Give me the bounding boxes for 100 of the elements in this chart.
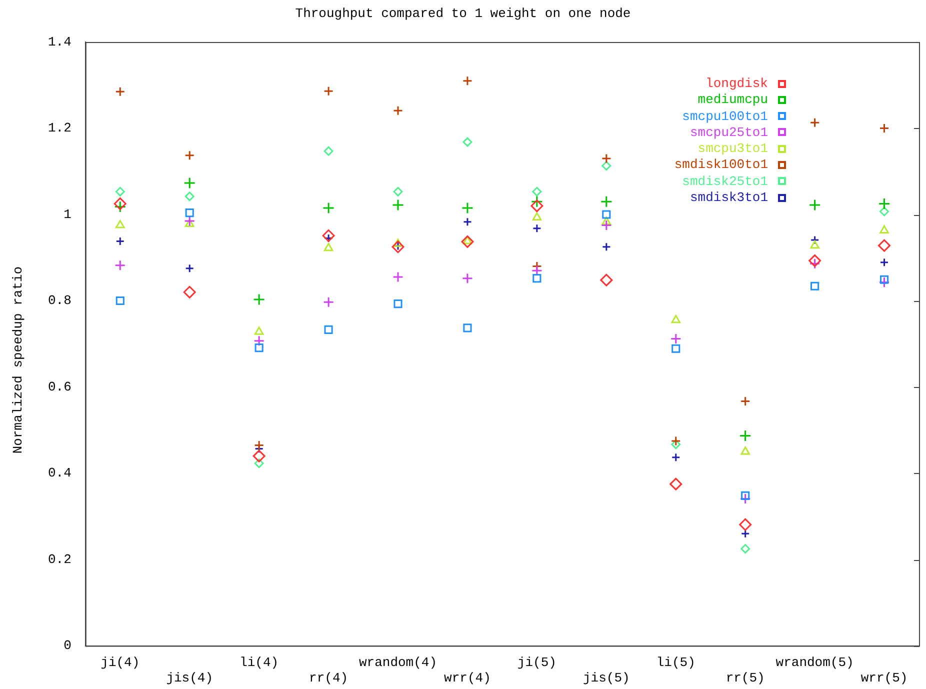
point [462,217,472,226]
legend-label: smcpu3to1 [698,141,768,156]
point [671,452,680,462]
y-axis-title: Normalized speedup ratio [10,266,26,454]
point [739,430,752,442]
point [461,202,474,214]
point [601,153,612,164]
x-tick-label: wrr(5) [860,670,908,686]
point [532,274,542,283]
point [184,218,194,228]
point [462,76,472,86]
point [392,199,404,212]
point [254,343,264,352]
x-tick-label: jis(5) [582,670,630,686]
x-tick-label: wrr(4) [444,670,491,686]
point [739,518,752,531]
point [184,177,196,190]
point [810,240,820,249]
point [463,324,472,332]
point [672,344,680,353]
y-tick-label: 0.4 [48,466,72,481]
point [530,200,544,212]
point [322,229,335,242]
x-tick-label: ji(4) [100,655,140,670]
x-tick-label: wrandom(4) [358,655,438,670]
point [878,198,890,210]
point [114,197,126,210]
point [462,137,472,147]
point [116,236,125,246]
legend-label: smdisk3to1 [690,190,768,206]
point [324,86,334,96]
point [740,396,750,406]
chart-title: Throughput compared to 1 weight on one node [294,6,632,21]
point [253,293,266,306]
legend-label: smdisk25to1 [682,174,768,189]
point [740,446,750,455]
point [185,208,194,218]
point [530,196,543,208]
point [671,440,681,450]
point [324,325,333,334]
point [184,150,195,160]
point [878,276,890,288]
point [393,106,404,116]
x-tick-label: wrandom(5) [776,655,854,670]
point [671,314,681,324]
point [602,210,611,219]
point [114,200,126,213]
point [602,161,612,171]
point [254,458,264,468]
point [670,436,681,446]
point [670,333,682,344]
point [254,326,264,335]
point [322,202,335,214]
point [600,196,612,208]
x-tick-label: jis(4) [166,670,214,686]
point [600,220,612,231]
point [392,272,404,283]
point [741,491,750,500]
point [810,282,820,290]
point [602,242,611,252]
point [602,216,612,225]
point [532,186,542,196]
point [808,199,821,212]
point [116,296,124,306]
point [532,212,542,221]
legend-label: smcpu100to1 [682,108,768,124]
point [809,258,820,270]
y-tick-label: 0.6 [48,379,72,394]
point [324,242,334,252]
point [880,206,890,216]
point [740,493,751,504]
x-tick-label: li(5) [656,655,696,670]
y-tick-label: 1.4 [48,34,72,50]
point [184,192,194,202]
point [185,264,194,273]
point [740,529,750,538]
x-tick-label: rr(4) [309,670,348,686]
point [878,239,891,252]
x-tick-label: rr(5) [726,670,765,686]
point [394,300,402,308]
point [462,272,473,284]
legend-label: longdisk [706,76,768,91]
x-tick-label: ji(5) [517,655,556,670]
point [392,240,404,254]
point [393,186,403,196]
point [740,544,750,554]
point [324,146,334,156]
x-tick-label: li(4) [240,655,279,670]
y-tick-label: 0.2 [48,552,72,567]
y-tick-label: 0.8 [48,293,72,308]
point [115,86,126,97]
point [880,258,889,267]
point [810,118,820,128]
point [880,225,889,234]
y-tick-label: 1 [64,206,72,222]
point [600,274,613,286]
point [879,123,890,134]
point [461,235,474,248]
point [252,450,266,462]
point [810,235,820,244]
